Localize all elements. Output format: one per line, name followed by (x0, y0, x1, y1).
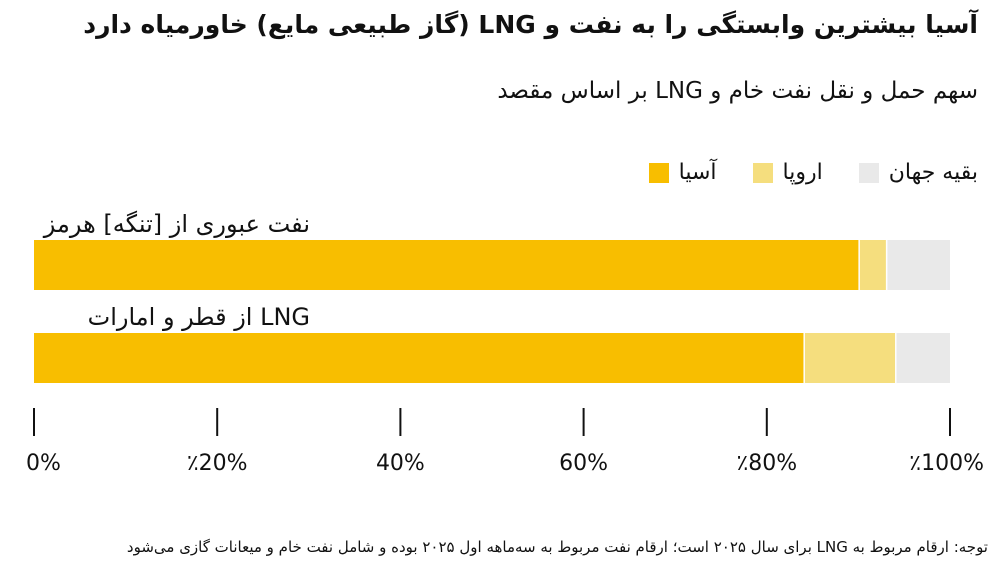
x-tick-label-80: ٪80% (736, 451, 797, 476)
legend-label-asia: آسیا (678, 160, 717, 185)
x-tick-label-40: 40% (376, 451, 425, 476)
bar-segment-asia-row-2 (34, 333, 804, 383)
legend-swatch-europe (752, 162, 773, 183)
x-tick-label-0: 0% (26, 451, 61, 476)
bar-segment-europe-row-2 (804, 333, 896, 383)
legend-label-europe: اروپا (782, 160, 823, 185)
legend-item-europe: اروپا (752, 160, 823, 185)
x-tick-label-60: 60% (559, 451, 608, 476)
legend-swatch-asia (648, 162, 669, 183)
chart-title: آسیا بیشترین وابستگی را به نفت و LNG (گا… (83, 10, 978, 39)
legend-label-rest: بقیه جهان (888, 160, 978, 185)
legend: بقیه جهان اروپا آسیا (648, 160, 978, 185)
legend-item-rest: بقیه جهان (858, 160, 978, 185)
chart-subtitle: سهم حمل و نقل نفت خام و LNG بر اساس مقصد (497, 78, 978, 104)
legend-swatch-rest (858, 162, 879, 183)
row-label-qatar-uae-lng: LNG از قطر و امارات (87, 303, 310, 331)
row-label-hormuz-oil: نفت عبوری از [تنگه] هرمز (43, 210, 310, 238)
bar-segment-europe-row-1 (859, 240, 886, 290)
x-tick-label-100: ٪100% (909, 451, 984, 476)
bar-segment-rest-row-1 (887, 240, 950, 290)
bar-segment-asia-row-1 (34, 240, 859, 290)
footnote: توجه: ارقام مربوط به LNG برای سال ۲۰۲۵ ا… (126, 538, 988, 556)
bar-segment-rest-row-2 (896, 333, 950, 383)
x-tick-label-20: ٪20% (187, 451, 248, 476)
legend-item-asia: آسیا (648, 160, 717, 185)
